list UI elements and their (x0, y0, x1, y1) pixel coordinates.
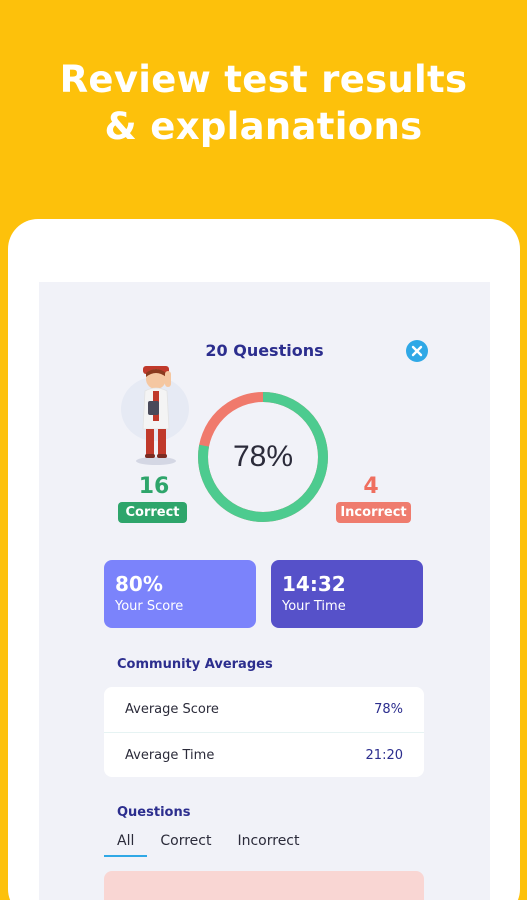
average-score-label: Average Score (125, 702, 219, 717)
tab-all[interactable]: All (104, 833, 148, 857)
community-averages-box: Average Score 78% Average Time 21:20 (104, 687, 424, 777)
average-score-row: Average Score 78% (104, 687, 424, 732)
incorrect-count: 4 (363, 474, 379, 499)
correct-count: 16 (138, 474, 170, 499)
correct-ring-arc (198, 392, 328, 522)
your-time-card: 14:32 Your Time (271, 560, 423, 628)
student-avatar-illustration (121, 366, 189, 465)
questions-count-title: 20 Questions (205, 341, 324, 360)
tab-correct[interactable]: Correct (160, 833, 212, 849)
your-time-label: Your Time (282, 599, 346, 614)
average-score-value: 78% (374, 702, 403, 717)
your-score-label: Your Score (115, 599, 184, 614)
average-time-value: 21:20 (365, 747, 403, 763)
tab-incorrect[interactable]: Incorrect (237, 833, 300, 849)
community-averages-title: Community Averages (117, 657, 273, 672)
promo-headline: Review test results & explanations (0, 56, 527, 150)
results-screen: 20 Questions 78% 16 Correct 4 Incorrect … (39, 282, 490, 900)
questions-section-title: Questions (117, 805, 191, 820)
score-percent: 78% (232, 440, 294, 473)
headline-line-1: Review test results (59, 58, 468, 101)
correct-badge: Correct (118, 502, 187, 523)
question-list-item[interactable] (104, 871, 424, 900)
your-score-card: 80% Your Score (104, 560, 256, 628)
your-time-value: 14:32 (282, 572, 346, 596)
close-button[interactable] (406, 340, 428, 362)
your-score-value: 80% (115, 572, 163, 596)
average-time-label: Average Time (125, 747, 215, 763)
incorrect-badge: Incorrect (336, 502, 411, 523)
close-icon (411, 345, 423, 357)
question-filter-tabs: All Correct Incorrect (104, 833, 313, 857)
average-time-row: Average Time 21:20 (104, 732, 424, 777)
headline-line-2: & explanations (104, 105, 423, 148)
score-donut-chart (198, 392, 328, 522)
